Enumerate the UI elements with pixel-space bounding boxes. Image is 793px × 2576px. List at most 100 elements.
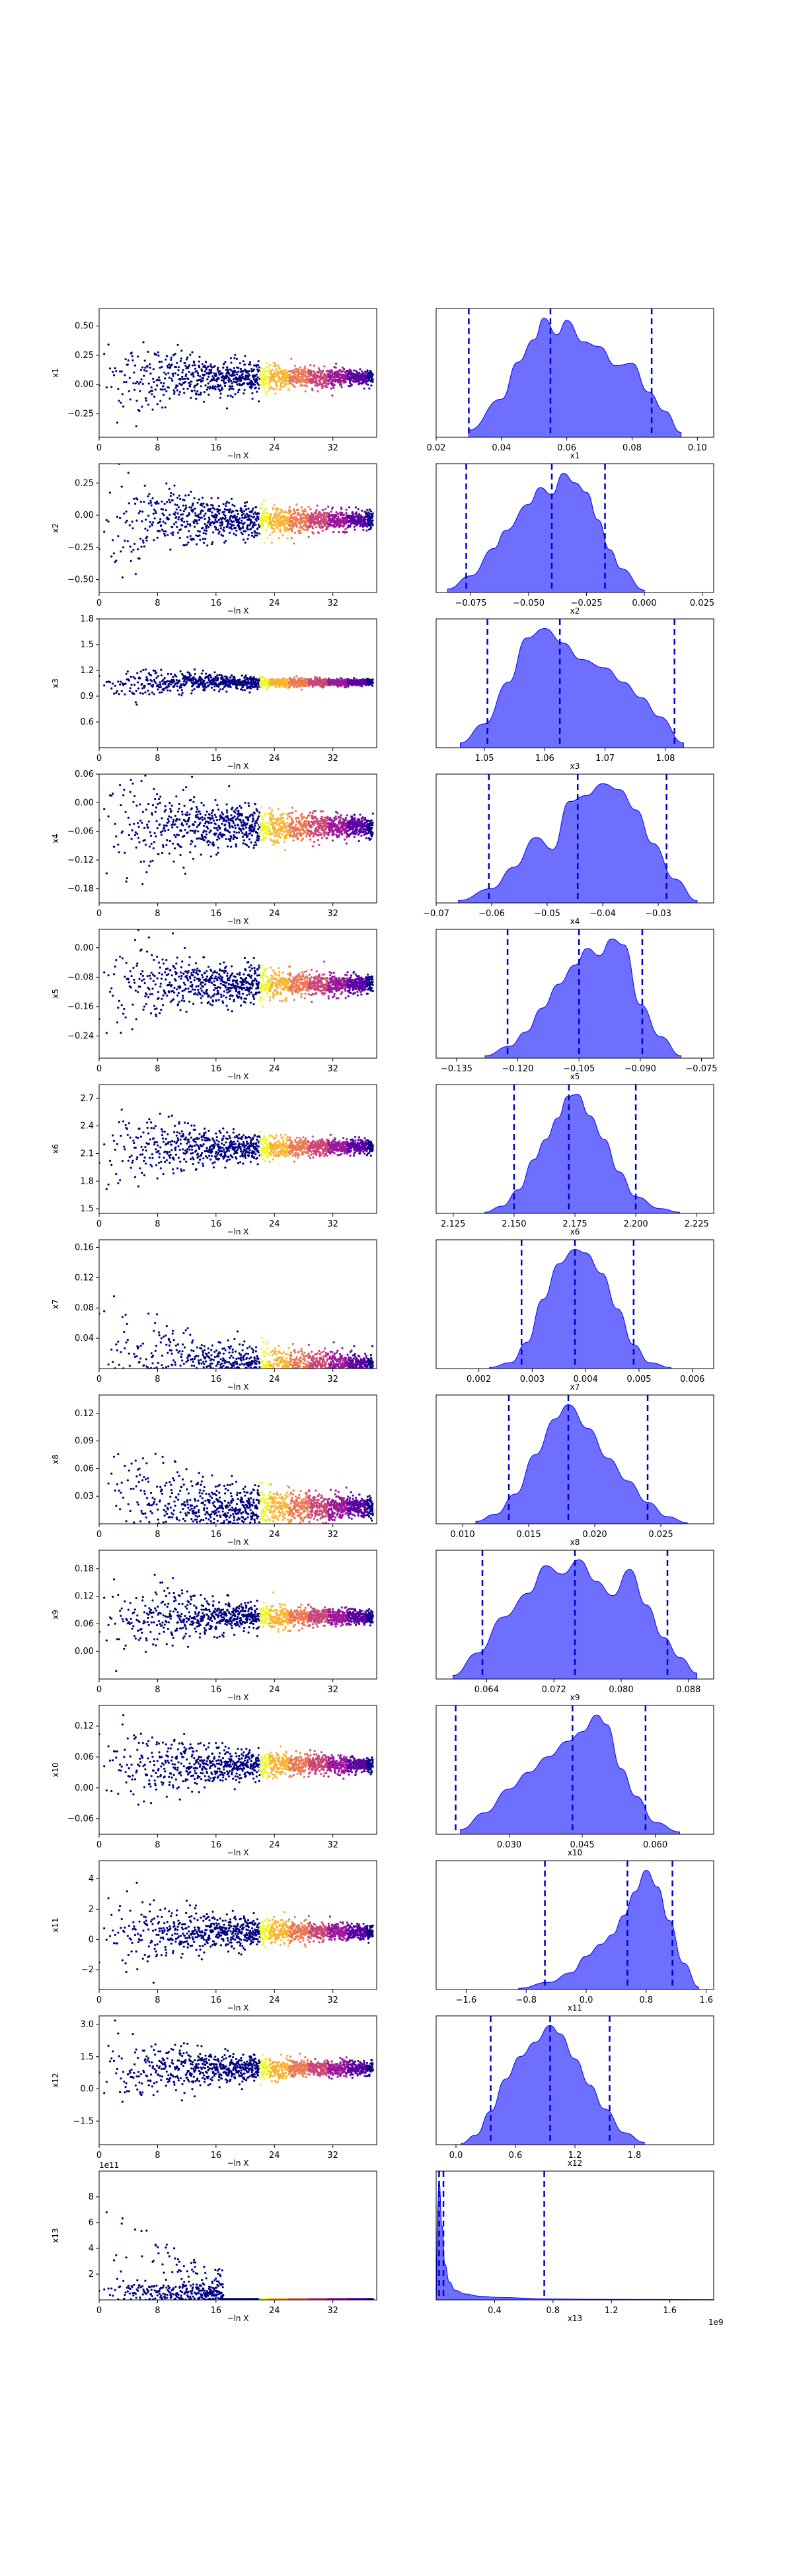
sample-point (304, 367, 307, 370)
sample-point (241, 509, 243, 512)
sample-point (293, 380, 295, 382)
sample-point (239, 820, 242, 822)
sample-point (145, 370, 148, 373)
sample-point (197, 513, 200, 517)
sample-point (340, 383, 342, 386)
sample-point (248, 805, 250, 807)
sample-point (193, 389, 196, 392)
sample-point (151, 497, 154, 499)
y-tick-label: 0.50 (75, 322, 94, 332)
scatter-points (99, 464, 374, 579)
sample-point (195, 393, 198, 396)
sample-point (266, 361, 268, 365)
sample-point (161, 500, 163, 503)
sample-point (211, 385, 214, 388)
sample-point (324, 516, 326, 519)
sample-point (297, 509, 300, 511)
sample-point (262, 822, 265, 824)
sample-point (241, 533, 244, 536)
sample-point (271, 531, 274, 534)
sample-point (371, 373, 374, 376)
sample-point (168, 363, 170, 366)
sample-point (180, 357, 182, 360)
sample-point (149, 367, 151, 369)
sample-point (252, 513, 255, 515)
sample-point (287, 388, 290, 391)
sample-point (153, 678, 156, 681)
sample-point (249, 687, 252, 690)
sample-point (228, 372, 231, 375)
sample-point (143, 839, 146, 841)
sample-point (274, 392, 277, 395)
sample-point (344, 380, 347, 383)
sample-point (173, 523, 176, 526)
x-tick-label: 0 (96, 598, 102, 608)
sample-point (260, 838, 262, 841)
sample-point (118, 400, 120, 402)
sample-point (208, 520, 210, 523)
sample-point (253, 812, 256, 815)
sample-point (196, 535, 199, 538)
sample-point (218, 530, 221, 533)
sample-point (194, 512, 197, 515)
sample-point (300, 506, 303, 509)
sample-point (224, 815, 227, 818)
sample-point (126, 363, 129, 366)
sample-point (349, 382, 352, 384)
sample-point (265, 378, 268, 382)
sample-point (331, 506, 334, 509)
sample-point (107, 680, 110, 683)
sample-point (187, 378, 190, 380)
sample-point (134, 831, 137, 834)
sample-point (336, 685, 339, 688)
sample-point (159, 388, 162, 391)
sample-point (290, 684, 293, 687)
sample-point (176, 389, 178, 392)
sample-point (230, 369, 233, 372)
sample-point (147, 515, 150, 517)
x-axis-label: x2 (570, 606, 580, 616)
sample-point (333, 526, 336, 528)
sample-point (129, 791, 132, 793)
sample-point (316, 504, 319, 507)
x-tick-label: 1.06 (535, 754, 554, 764)
sample-point (223, 363, 225, 365)
sample-point (323, 365, 326, 368)
sample-point (243, 538, 245, 541)
sample-point (264, 382, 267, 384)
sample-point (157, 376, 161, 379)
sample-point (192, 364, 194, 367)
sample-point (236, 509, 239, 513)
sample-point (293, 676, 295, 679)
sample-point (184, 494, 187, 497)
sample-point (178, 818, 181, 821)
sample-point (260, 832, 262, 835)
sample-point (206, 544, 209, 547)
sample-point (267, 513, 270, 515)
sample-point (326, 514, 329, 517)
sample-point (260, 533, 262, 536)
sample-point (268, 388, 271, 390)
sample-point (221, 379, 223, 382)
sample-point (279, 530, 282, 533)
sample-point (209, 830, 212, 832)
sample-point (183, 520, 186, 523)
sample-point (247, 819, 250, 822)
sample-point (172, 373, 174, 375)
sample-point (208, 813, 211, 816)
sample-point (172, 493, 175, 496)
sample-point (155, 671, 158, 674)
sample-point (221, 822, 223, 825)
sample-point (176, 504, 178, 507)
sample-point (128, 679, 130, 682)
sample-point (233, 367, 235, 369)
sample-point (237, 391, 239, 394)
sample-point (366, 369, 369, 372)
sample-point (182, 504, 184, 507)
sample-point (302, 510, 305, 513)
sample-point (286, 371, 289, 374)
sample-point (108, 681, 112, 684)
sample-point (147, 690, 149, 692)
sample-point (204, 818, 206, 820)
